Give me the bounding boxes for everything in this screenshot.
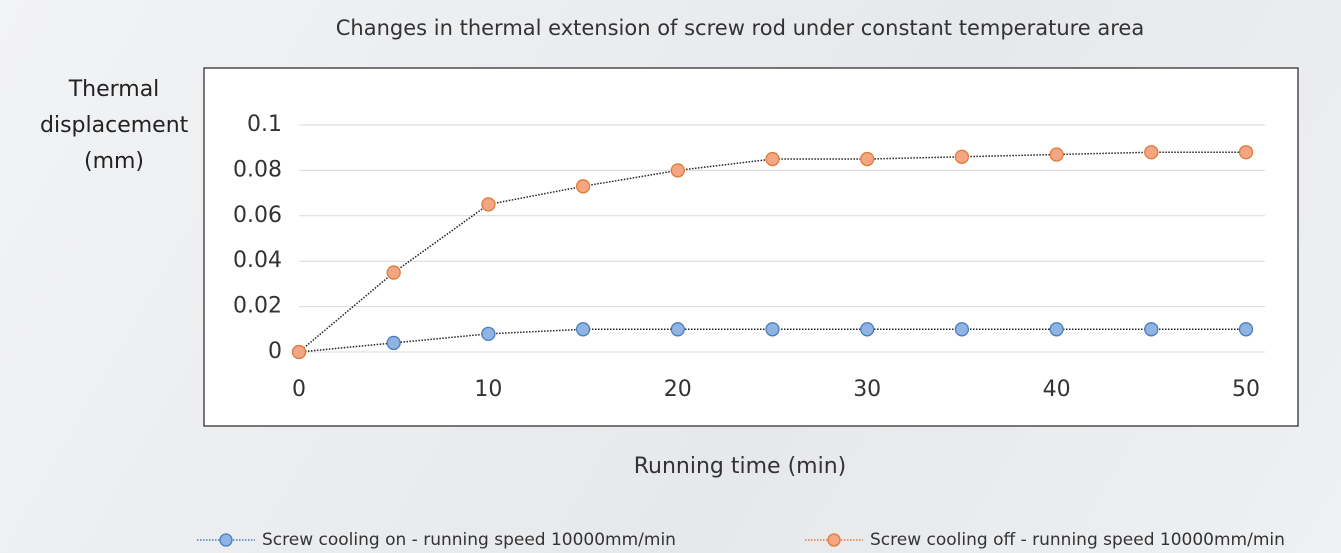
x-tick-label: 0 bbox=[292, 377, 306, 402]
x-tick-label: 50 bbox=[1232, 377, 1260, 402]
y-tick-label: 0 bbox=[268, 339, 282, 364]
legend-marker bbox=[219, 533, 233, 547]
data-point bbox=[575, 322, 591, 337]
data-point bbox=[481, 197, 496, 212]
plot-frame bbox=[203, 67, 1299, 427]
data-point bbox=[481, 326, 496, 341]
x-tick-label: 20 bbox=[664, 377, 692, 402]
y-tick-label: 0.04 bbox=[233, 248, 282, 273]
x-axis-label: Running time (min) bbox=[634, 454, 847, 479]
y-axis-label: Thermal displacement (mm) bbox=[40, 77, 189, 174]
y-tick-label: 0.08 bbox=[233, 157, 282, 182]
chart-title: Changes in thermal extension of screw ro… bbox=[336, 16, 1144, 40]
data-point bbox=[291, 344, 307, 360]
data-point bbox=[954, 149, 970, 164]
data-point bbox=[670, 163, 685, 178]
data-point bbox=[1144, 322, 1159, 337]
y-tick-label: 0.1 bbox=[247, 112, 282, 137]
data-point bbox=[670, 322, 685, 337]
data-point bbox=[386, 335, 401, 351]
data-point bbox=[1144, 145, 1159, 160]
legend-marker bbox=[827, 533, 841, 547]
data-point bbox=[1049, 147, 1064, 162]
x-tick-label: 10 bbox=[474, 377, 502, 402]
data-point bbox=[860, 151, 875, 167]
data-point bbox=[765, 151, 780, 167]
y-tick-label: 0.02 bbox=[233, 294, 282, 319]
data-point bbox=[575, 179, 591, 194]
legend-label: Screw cooling on - running speed 10000mm… bbox=[262, 530, 676, 550]
data-point bbox=[386, 265, 401, 280]
data-point bbox=[765, 322, 780, 337]
legend-label: Screw cooling off - running speed 10000m… bbox=[870, 530, 1285, 550]
y-tick-label: 0.06 bbox=[233, 203, 282, 228]
data-point bbox=[954, 322, 970, 337]
data-point bbox=[1238, 145, 1254, 160]
data-point bbox=[1049, 322, 1064, 337]
data-point bbox=[1238, 322, 1254, 337]
x-tick-label: 40 bbox=[1043, 377, 1071, 402]
x-tick-label: 30 bbox=[853, 377, 881, 402]
data-point bbox=[860, 322, 875, 337]
